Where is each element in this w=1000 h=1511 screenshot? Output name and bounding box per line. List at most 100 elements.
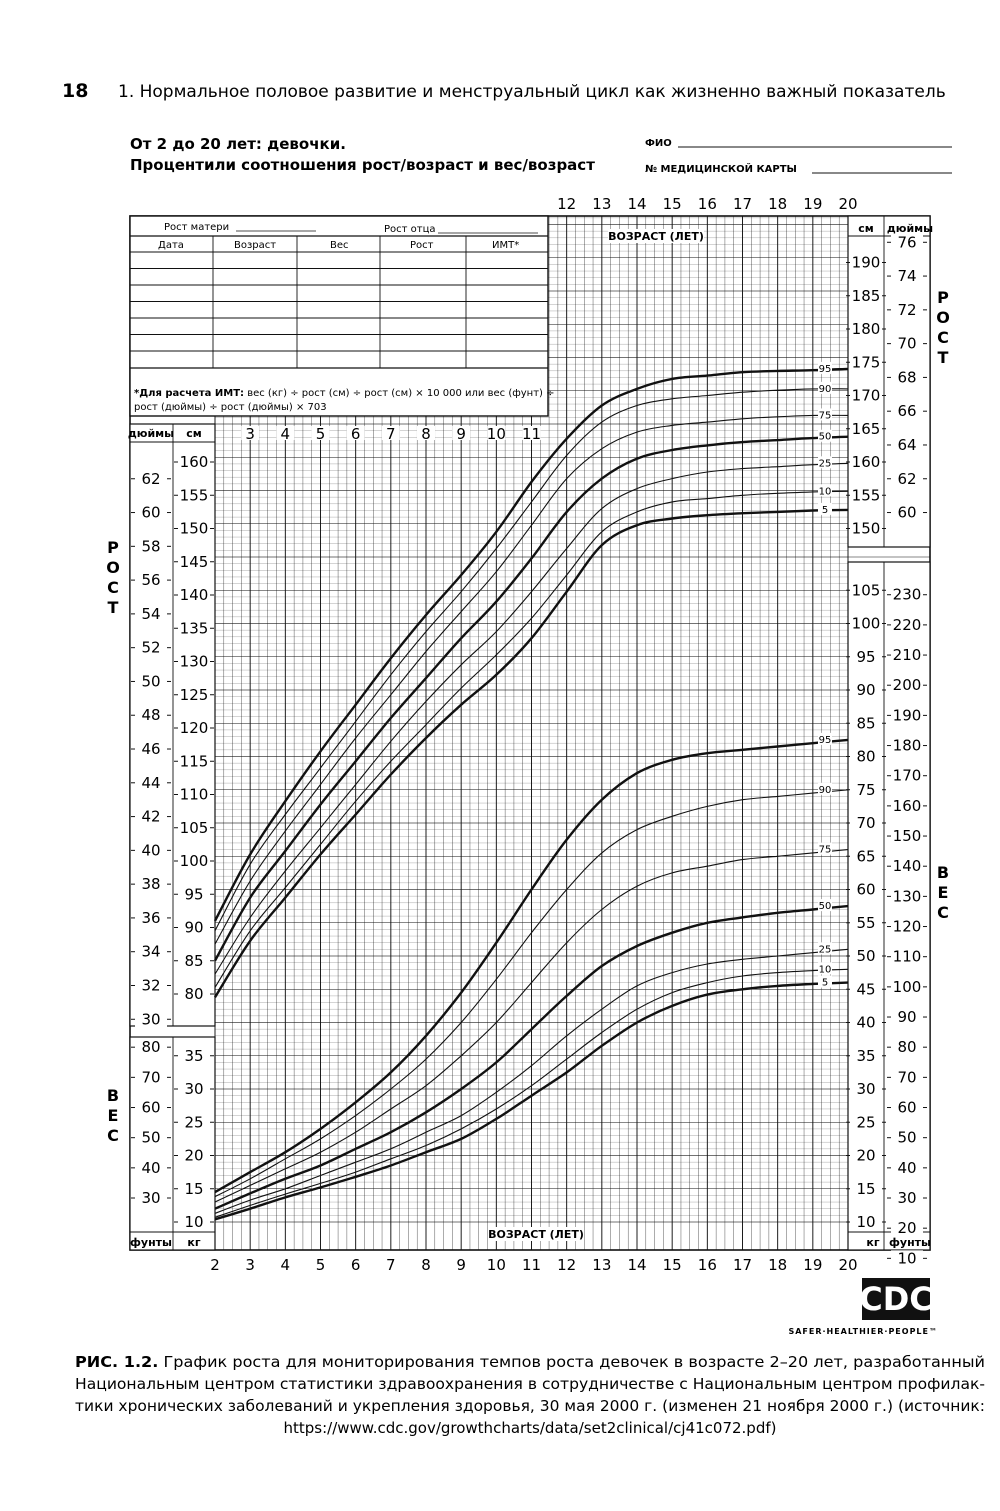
height-in-tick-left-44: 44 [141,774,160,792]
height-percentile-label-75: 75 [819,410,832,421]
weight-kg-tick-right-55: 55 [856,914,875,932]
height-cm-tick-right-150: 150 [852,520,881,538]
height-cm-tick-left-145: 145 [180,553,209,571]
chart-title-line2: Процентили соотношения рост/возраст и ве… [130,156,595,174]
weight-kg-tick-left-25: 25 [184,1113,203,1131]
age-tick-mid-10: 10 [487,425,506,443]
weight-lb-tick-right-200: 200 [893,676,922,694]
age-tick-top-17: 17 [733,195,752,213]
age-tick-mid-7: 7 [386,425,396,443]
height-in-tick-left-32: 32 [141,976,160,994]
age-tick-mid-5: 5 [316,425,326,443]
record-field-label: № МЕДИЦИНСКОЙ КАРТЫ [645,162,797,175]
pounds-label-right: фунты [889,1236,931,1249]
age-tick-top-18: 18 [768,195,787,213]
age-tick-bottom-10: 10 [487,1256,506,1274]
height-in-tick-left-54: 54 [141,605,160,623]
age-tick-bottom-18: 18 [768,1256,787,1274]
weight-kg-tick-right-90: 90 [856,681,875,699]
height-side-label-right-4: Т [938,348,949,367]
age-tick-bottom-15: 15 [663,1256,682,1274]
weight-lb-tick-right-60: 60 [897,1099,916,1117]
weight-percentile-5-line [214,981,849,1221]
height-in-tick-right-60: 60 [897,504,916,522]
weight-lb-tick-left-70: 70 [141,1068,160,1086]
caption-line2: Национальным центром статистики здравоох… [75,1375,985,1393]
age-tick-top-19: 19 [803,195,822,213]
age-tick-bottom-3: 3 [245,1256,255,1274]
weight-kg-tick-right-80: 80 [856,748,875,766]
cdc-logo-text: CDC [859,1280,933,1318]
height-side-label-left-4: Т [108,598,119,617]
weight-kg-tick-right-15: 15 [856,1180,875,1198]
cdc-tagline: SAFER·HEALTHIER·PEOPLE™ [788,1327,938,1336]
height-in-tick-left-50: 50 [141,672,160,690]
record-table: Рост матери Рост отца Дата Возраст Вес Р… [129,215,555,417]
inches-label-right: дюймы [887,222,933,235]
weight-lb-tick-right-100: 100 [893,978,922,996]
weight-kg-tick-right-65: 65 [856,847,875,865]
height-cm-tick-right-155: 155 [852,486,881,504]
height-cm-tick-left-160: 160 [180,453,209,471]
height-in-tick-left-60: 60 [141,504,160,522]
age-tick-top-14: 14 [627,195,646,213]
height-cm-tick-left-125: 125 [180,686,209,704]
weight-lb-tick-left-40: 40 [141,1159,160,1177]
height-cm-tick-left-90: 90 [184,919,203,937]
weight-percentile-label-25: 25 [819,944,832,955]
height-in-tick-right-72: 72 [897,301,916,319]
age-tick-top-12: 12 [557,195,576,213]
weight-lb-tick-right-210: 210 [893,646,922,664]
height-cm-tick-left-85: 85 [184,952,203,970]
caption-line4: https://www.cdc.gov/growthcharts/data/se… [284,1419,777,1437]
weight-lb-tick-right-190: 190 [893,706,922,724]
weight-side-label-right-3: С [937,903,949,922]
weight-kg-tick-right-105: 105 [852,581,881,599]
age-tick-bottom-6: 6 [351,1256,361,1274]
weight-percentile-10-line [214,968,849,1218]
weight-percentile-50-line [214,904,849,1210]
height-cm-tick-left-155: 155 [180,486,209,504]
pounds-label-left: фунты [130,1236,172,1249]
weight-percentile-25-line [214,948,849,1214]
axis-ticks: 2 334455667788991010111112121313141415151… [131,195,927,1274]
height-cm-tick-left-140: 140 [180,586,209,604]
height-cm-tick-right-160: 160 [852,453,881,471]
age-tick-mid-3: 3 [245,425,255,443]
weight-kg-tick-right-10: 10 [856,1213,875,1231]
height-in-tick-left-40: 40 [141,841,160,859]
weight-percentile-label-90: 90 [819,785,832,796]
height-in-tick-right-66: 66 [897,402,916,420]
age-tick-bottom-19: 19 [803,1256,822,1274]
weight-lb-tick-right-160: 160 [893,797,922,815]
weight-lb-tick-right-70: 70 [897,1068,916,1086]
height-side-label-right-3: С [937,328,949,347]
height-percentile-label-50: 50 [819,432,832,443]
height-side-label-right-1: Р [937,288,949,307]
table-col-weight: Вес [330,240,349,251]
name-field-label: ФИО [645,138,672,149]
weight-kg-tick-right-60: 60 [856,881,875,899]
age-tick-bottom-11: 11 [522,1256,541,1274]
weight-percentile-label-75: 75 [819,845,832,856]
height-cm-tick-right-170: 170 [852,387,881,405]
running-title: 1. Нормальное половое развитие и менстру… [118,82,946,102]
height-cm-tick-left-95: 95 [184,885,203,903]
height-in-tick-left-58: 58 [141,537,160,555]
age-tick-bottom-4: 4 [281,1256,291,1274]
height-cm-tick-right-175: 175 [852,353,881,371]
weight-kg-tick-left-30: 30 [184,1080,203,1098]
height-cm-tick-right-180: 180 [852,320,881,338]
weight-percentile-label-95: 95 [819,735,832,746]
chart-title-line1: От 2 до 20 лет: девочки. [130,135,346,153]
height-cm-tick-right-185: 185 [852,287,881,305]
weight-lb-tick-left-50: 50 [141,1129,160,1147]
age-tick-top-13: 13 [592,195,611,213]
cm-label-left: см [186,427,202,440]
height-cm-tick-left-80: 80 [184,985,203,1003]
table-col-height: Рост [410,240,434,251]
weight-kg-tick-left-15: 15 [184,1180,203,1198]
height-percentile-5-line [213,508,849,998]
weight-side-label-left-2: Е [108,1106,119,1125]
